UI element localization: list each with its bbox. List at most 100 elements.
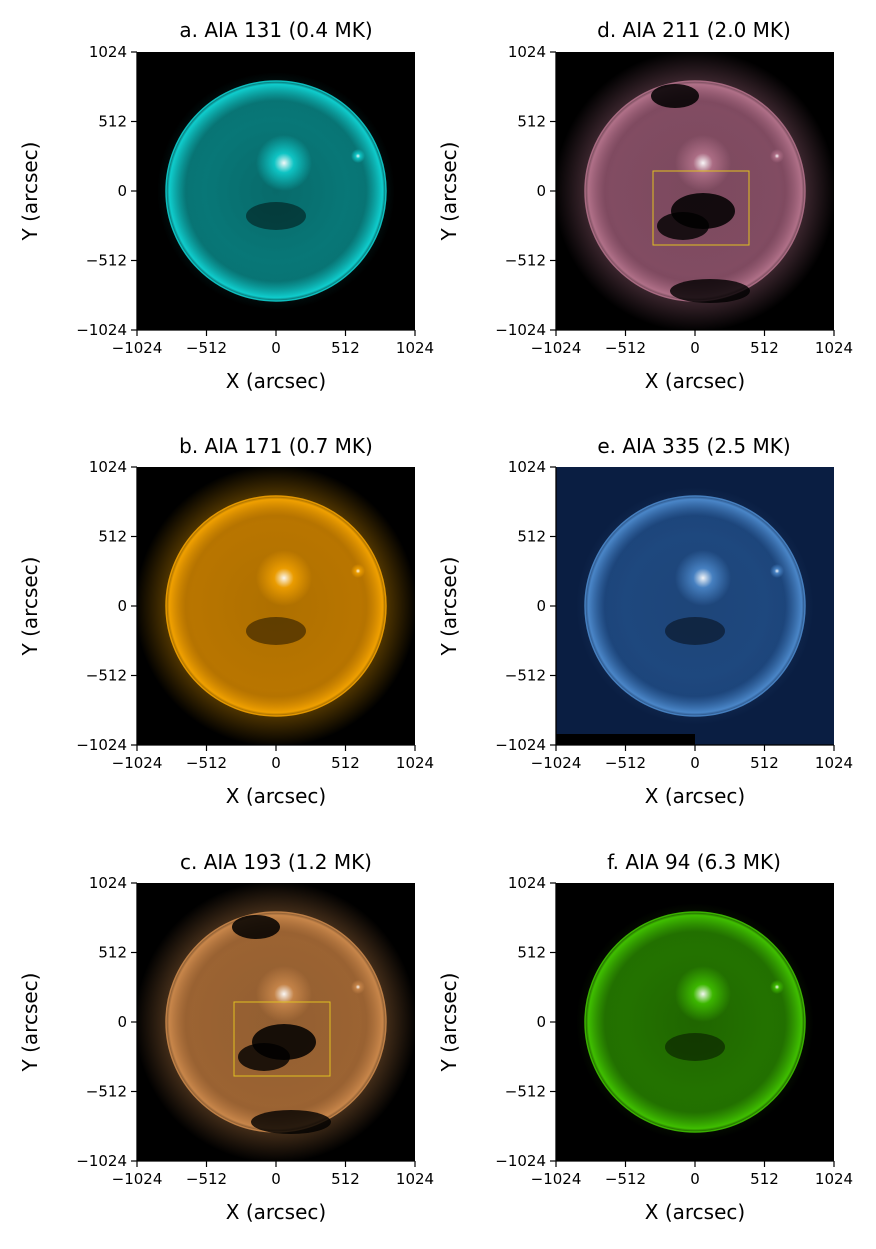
region-box: [233, 1001, 331, 1077]
y-tick-label: −512: [86, 1083, 127, 1101]
coronal-hole: [651, 84, 699, 108]
solar-image: [137, 467, 415, 745]
x-tick-label: 0: [271, 754, 281, 772]
solar-limb: [584, 911, 806, 1133]
panel-title-d: d. AIA 211 (2.0 MK): [597, 18, 791, 42]
solar-limb: [165, 495, 387, 717]
y-tick-label: −1024: [495, 736, 546, 754]
y-tick-label: −1024: [76, 1152, 127, 1170]
x-tick-label: 512: [750, 754, 779, 772]
x-tick-label: 0: [690, 339, 700, 357]
x-tick-label: 0: [690, 754, 700, 772]
solar-disk: [585, 496, 805, 716]
y-tick-label: −512: [505, 252, 546, 270]
y-tick-label: 0: [117, 1013, 127, 1031]
panel-b: b. AIA 171 (0.7 MK) −1024−1024 −512 −512 0 0…: [18, 434, 434, 808]
axes-a: −1024−1024 −512 −512 0 0 512 512 1024 1024 X (arc…: [18, 43, 434, 393]
x-tick-label: 512: [750, 339, 779, 357]
dark-region: [665, 1033, 725, 1061]
y-tick-label: −512: [86, 252, 127, 270]
x-tick-label: −1024: [112, 1170, 163, 1188]
coronal-hole: [232, 915, 280, 939]
x-axis-label: X (arcsec): [645, 1200, 745, 1224]
y-tick-label: 0: [117, 182, 127, 200]
solar-image: [576, 487, 814, 725]
solar-limb: [584, 495, 806, 717]
bright-point: [770, 149, 784, 163]
dark-region: [246, 617, 306, 645]
dark-region: [665, 617, 725, 645]
panel-title-c: c. AIA 193 (1.2 MK): [180, 850, 372, 874]
coronal-hole: [238, 1043, 290, 1071]
y-tick-label: 1024: [89, 43, 127, 61]
panel-title-e: e. AIA 335 (2.5 MK): [597, 434, 790, 458]
y-tick-label: 0: [536, 597, 546, 615]
axes-f: −1024−1024 −512 −512 0 0 512 512 1024 1024 X (arc…: [437, 874, 853, 1224]
y-tick-label: 1024: [89, 458, 127, 476]
y-axis-label: Y (arcsec): [18, 142, 42, 242]
y-tick-label: 1024: [508, 874, 546, 892]
x-tick-label: 1024: [815, 339, 853, 357]
active-region: [256, 135, 312, 191]
axes-c: −1024−1024 −512 −512 0 0 512 512 1024 1024 X (arc…: [18, 874, 434, 1224]
y-tick-label: −512: [86, 667, 127, 685]
x-tick-label: 1024: [396, 339, 434, 357]
x-tick-label: −1024: [112, 339, 163, 357]
x-tick-label: −1024: [531, 339, 582, 357]
panel-e: e. AIA 335 (2.5 MK) −1024−1024 −512 −512 0 0…: [437, 434, 853, 808]
y-tick-label: −512: [505, 1083, 546, 1101]
y-tick-label: 1024: [508, 458, 546, 476]
y-tick-label: −1024: [495, 1152, 546, 1170]
x-tick-label: 1024: [815, 1170, 853, 1188]
panel-d: d. AIA 211 (2.0 MK) −1024−1024 −512 −512 0 0…: [437, 18, 853, 393]
bright-point: [770, 564, 784, 578]
panel-title-a: a. AIA 131 (0.4 MK): [179, 18, 372, 42]
y-tick-label: −1024: [76, 321, 127, 339]
dark-region: [246, 202, 306, 230]
panel-f: f. AIA 94 (6.3 MK) −1024−1024 −512 −512 0 0 5…: [437, 850, 853, 1224]
y-tick-label: 512: [98, 528, 127, 546]
y-tick-label: −1024: [76, 736, 127, 754]
y-tick-label: 512: [517, 528, 546, 546]
y-axis-label: Y (arcsec): [437, 557, 461, 657]
coronal-hole: [251, 1110, 331, 1134]
solar-disk: [166, 912, 386, 1132]
x-tick-label: 1024: [815, 754, 853, 772]
x-tick-label: −512: [186, 1170, 227, 1188]
bright-point: [770, 980, 784, 994]
panel-title-b: b. AIA 171 (0.7 MK): [179, 434, 373, 458]
solar-disk: [585, 81, 805, 301]
solar-disk: [166, 496, 386, 716]
y-tick-label: 1024: [89, 874, 127, 892]
solar-limb: [165, 80, 387, 302]
x-tick-label: −512: [605, 754, 646, 772]
bright-point: [351, 149, 365, 163]
y-tick-label: 0: [117, 597, 127, 615]
solar-image: [576, 903, 814, 1141]
x-tick-label: 0: [690, 1170, 700, 1188]
panel-c: c. AIA 193 (1.2 MK) −1024−1024 −512 −512 0 0…: [18, 850, 434, 1224]
solar-image: [137, 883, 415, 1161]
x-tick-label: 0: [271, 1170, 281, 1188]
x-tick-label: −1024: [112, 754, 163, 772]
x-axis-label: X (arcsec): [226, 1200, 326, 1224]
x-tick-label: 1024: [396, 754, 434, 772]
bright-point: [351, 980, 365, 994]
x-axis-label: X (arcsec): [226, 784, 326, 808]
missing-data-strip: [556, 734, 695, 745]
coronal-hole: [657, 212, 709, 240]
active-region: [675, 966, 731, 1022]
solar-disk: [166, 81, 386, 301]
y-tick-label: 512: [517, 944, 546, 962]
x-axis-label: X (arcsec): [226, 369, 326, 393]
y-tick-label: 0: [536, 182, 546, 200]
y-tick-label: 512: [98, 944, 127, 962]
axes-d: −1024−1024 −512 −512 0 0 512 512 1024 1024 X (arc…: [437, 43, 853, 393]
y-axis-label: Y (arcsec): [437, 142, 461, 242]
y-axis-label: Y (arcsec): [18, 973, 42, 1073]
active-region: [256, 550, 312, 606]
x-tick-label: −512: [605, 339, 646, 357]
x-tick-label: −512: [605, 1170, 646, 1188]
active-region: [675, 135, 731, 191]
x-axis-label: X (arcsec): [645, 369, 745, 393]
